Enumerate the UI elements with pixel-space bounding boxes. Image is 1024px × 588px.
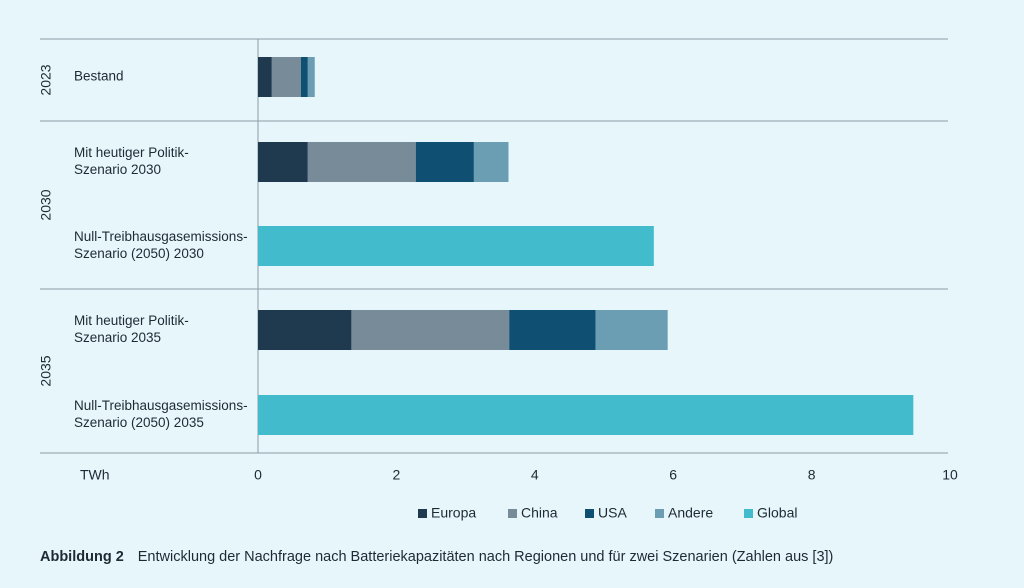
bar-europa — [258, 310, 352, 350]
bar-global — [258, 395, 914, 435]
group-label: 2030 — [38, 189, 54, 220]
bar-europa — [258, 142, 308, 182]
bar-usa — [300, 57, 308, 97]
category-label: Null-Treibhausgasemissions- — [74, 229, 248, 244]
x-tick-label: 10 — [942, 467, 958, 483]
figure-caption: Abbildung 2 Entwicklung der Nachfrage nac… — [40, 549, 833, 565]
legend-swatch — [655, 509, 664, 518]
legend-swatch — [585, 509, 594, 518]
bar-andere — [595, 310, 668, 350]
x-tick-label: 2 — [393, 467, 401, 483]
legend-swatch — [744, 509, 753, 518]
legend-label: USA — [598, 505, 627, 521]
category-label: Null-Treibhausgasemissions- — [74, 398, 248, 413]
group-label: 2035 — [38, 355, 54, 386]
category-label: Szenario (2050) 2030 — [74, 246, 204, 261]
category-label: Szenario 2030 — [74, 162, 161, 177]
bar-global — [258, 226, 654, 266]
legend-label: China — [521, 505, 558, 521]
chart-svg: 2023 2030 2035 Bestand Mit heutiger Politik-… — [38, 38, 958, 521]
category-label: Mit heutiger Politik- — [74, 145, 189, 160]
x-tick-label: 6 — [669, 467, 677, 483]
legend-label: Global — [757, 505, 797, 521]
bar-china — [351, 310, 510, 350]
x-tick-label: 8 — [808, 467, 816, 483]
bar-usa — [509, 310, 596, 350]
bar-andere — [307, 57, 315, 97]
legend-swatch — [508, 509, 517, 518]
x-tick-label: 0 — [254, 467, 262, 483]
legend-swatch — [418, 509, 427, 518]
group-label: 2023 — [38, 64, 54, 95]
caption-text: Entwicklung der Nachfrage nach Batteriek… — [137, 549, 834, 565]
caption-label: Abbildung 2 — [40, 549, 124, 565]
legend-label: Europa — [431, 505, 476, 521]
bar-europa — [258, 57, 272, 97]
x-axis-label: TWh — [80, 467, 110, 483]
category-label: Mit heutiger Politik- — [74, 313, 189, 328]
category-label: Szenario (2050) 2035 — [74, 415, 204, 430]
bar-china — [271, 57, 301, 97]
category-label: Bestand — [74, 69, 124, 84]
x-tick-label: 4 — [531, 467, 539, 483]
category-label: Szenario 2035 — [74, 330, 161, 345]
bar-usa — [415, 142, 474, 182]
bar-china — [307, 142, 416, 182]
legend-label: Andere — [668, 505, 713, 521]
bar-andere — [473, 142, 509, 182]
